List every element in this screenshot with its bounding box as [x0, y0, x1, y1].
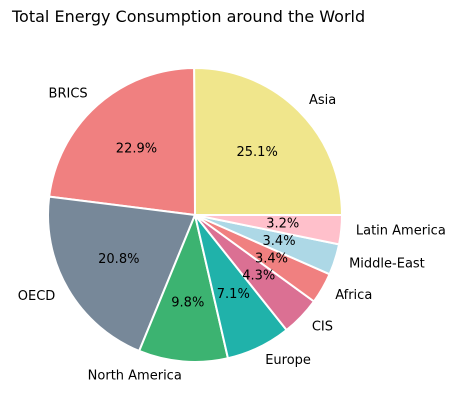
category-label: North America: [88, 369, 182, 384]
percent-label: 3.2%: [266, 216, 299, 231]
percent-label: 25.1%: [237, 145, 278, 160]
percent-label: 4.3%: [242, 268, 275, 283]
category-label: BRICS: [49, 87, 88, 102]
percent-label: 7.1%: [217, 287, 250, 302]
percent-label: 3.4%: [263, 234, 296, 249]
pie-slice-brics: [48, 66, 197, 217]
category-label: OECD: [18, 289, 56, 304]
category-label: Latin America: [356, 224, 446, 239]
percent-label: 9.8%: [171, 295, 204, 310]
percent-label: 3.4%: [255, 251, 288, 266]
pie-slice-north-america: [137, 211, 230, 363]
chart-title: Total Energy Consumption around the Worl…: [12, 7, 366, 26]
pie-slice-oecd: [47, 195, 197, 353]
category-label: Europe: [265, 353, 311, 368]
category-label: Middle-East: [349, 257, 425, 272]
pie-labels: Asia 25.1% BRICS 22.9% OECD 20.8% North Americ…: [18, 87, 446, 384]
category-label: CIS: [312, 319, 333, 334]
percent-label: 22.9%: [116, 142, 157, 157]
pie-slice-latin-america: [194, 214, 344, 246]
pie-slice-asia: [193, 67, 344, 216]
percent-label: 20.8%: [98, 252, 139, 267]
category-label: Africa: [335, 288, 372, 303]
category-label: Asia: [309, 93, 336, 108]
pie-slices: [47, 66, 344, 363]
